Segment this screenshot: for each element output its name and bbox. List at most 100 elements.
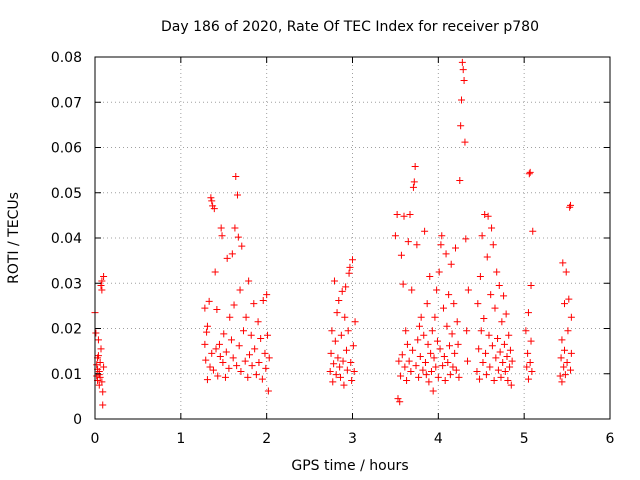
data-point (238, 242, 246, 250)
data-point (232, 172, 240, 180)
data-point (480, 315, 488, 323)
data-point (223, 254, 231, 262)
data-point (97, 345, 105, 353)
data-point (491, 304, 499, 312)
data-point (231, 224, 239, 232)
data-point (236, 286, 244, 294)
data-point (462, 235, 470, 243)
data-point (508, 357, 516, 365)
data-point (524, 375, 532, 383)
data-point (445, 342, 453, 350)
data-point (330, 277, 338, 285)
data-point (452, 244, 459, 252)
data-point (250, 300, 258, 308)
data-point (433, 286, 441, 294)
data-point (526, 358, 534, 366)
data-point (523, 363, 531, 371)
data-point (493, 268, 501, 276)
data-point (489, 241, 497, 249)
data-point (262, 364, 270, 372)
data-point (445, 291, 453, 299)
data-point (251, 345, 259, 353)
data-point (486, 363, 494, 371)
data-point (482, 349, 490, 357)
data-point (245, 277, 253, 285)
data-point (237, 367, 245, 375)
data-point (464, 357, 472, 365)
data-point (410, 178, 418, 186)
data-point (421, 227, 429, 235)
data-point (338, 287, 346, 295)
data-point (257, 334, 265, 342)
data-point (525, 170, 533, 178)
data-point (444, 358, 452, 366)
data-point (404, 238, 412, 246)
data-point (458, 96, 466, 104)
data-point (474, 300, 482, 308)
data-point (527, 337, 535, 345)
data-point (561, 346, 569, 354)
data-point (218, 232, 226, 240)
data-point (403, 377, 411, 385)
y-tick-label: 0.03 (51, 276, 82, 292)
data-point (333, 309, 341, 317)
data-point (99, 388, 107, 396)
data-point (526, 168, 534, 176)
data-point (443, 322, 451, 330)
data-point (326, 367, 334, 375)
data-point (242, 313, 250, 321)
data-point (559, 259, 567, 267)
data-point (413, 241, 421, 249)
data-point (100, 272, 108, 280)
data-point (563, 358, 571, 366)
data-point (343, 366, 351, 374)
data-point (457, 122, 465, 130)
data-point (205, 297, 213, 305)
y-tick-label: 0.06 (51, 141, 82, 157)
data-point (464, 286, 472, 294)
data-point (220, 330, 228, 338)
data-point (350, 367, 358, 375)
data-point (425, 378, 433, 386)
data-point (336, 373, 344, 381)
data-point (330, 360, 338, 368)
data-point (454, 340, 462, 348)
data-point (529, 227, 537, 235)
data-point (336, 363, 344, 371)
y-tick-label: 0.04 (51, 231, 82, 247)
grid (95, 57, 610, 419)
data-point (527, 282, 535, 290)
data-point (409, 183, 417, 191)
data-point (488, 342, 496, 350)
data-point (422, 371, 430, 379)
data-point (528, 367, 536, 375)
data-point (567, 349, 575, 357)
data-point (349, 342, 357, 350)
data-point (501, 367, 509, 375)
data-point (219, 358, 227, 366)
data-point (98, 378, 106, 386)
data-point (203, 376, 211, 384)
data-point (408, 286, 416, 294)
data-point (347, 358, 355, 366)
data-point (349, 256, 356, 264)
data-point (522, 327, 530, 335)
data-point (399, 280, 407, 288)
data-point (346, 263, 354, 271)
data-point (233, 362, 241, 370)
data-point (451, 349, 459, 357)
data-point (416, 353, 424, 361)
data-point (504, 377, 512, 385)
x-tick-label: 2 (262, 431, 271, 447)
y-tick-label: 0.08 (51, 50, 82, 66)
data-point (561, 371, 569, 379)
data-point (524, 349, 532, 357)
data-point (201, 304, 209, 312)
data-point (481, 210, 489, 218)
data-point (430, 354, 438, 362)
data-point (442, 250, 450, 258)
data-point (431, 313, 439, 321)
data-point (98, 277, 106, 285)
data-point (557, 354, 565, 362)
